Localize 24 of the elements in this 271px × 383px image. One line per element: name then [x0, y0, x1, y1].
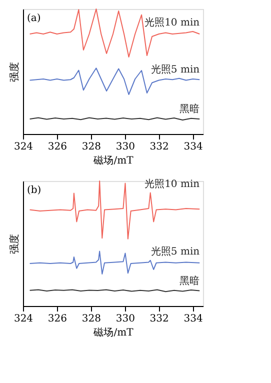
x-axis-title: 磁场/mT	[92, 154, 134, 166]
series-label: 黑暗	[180, 274, 200, 287]
series-label: 光照5 min	[150, 63, 200, 76]
series-label: 光照10 min	[144, 178, 200, 190]
series-label: 黑暗	[180, 102, 200, 115]
x-tick-label: 334	[184, 314, 203, 324]
x-tick-label: 330	[116, 314, 135, 324]
y-axis-title: 强度	[8, 234, 20, 254]
x-tick-label: 326	[48, 314, 68, 324]
series-label: 光照10 min	[144, 16, 200, 28]
x-tick-label: 326	[48, 142, 68, 152]
x-tick-label: 324	[14, 314, 34, 324]
x-tick-label: 330	[116, 142, 135, 152]
y-axis-title: 强度	[8, 62, 20, 82]
x-tick-label: 324	[14, 142, 34, 152]
x-tick-label: 332	[150, 142, 169, 152]
x-tick-label: 332	[150, 314, 169, 324]
x-tick-label: 328	[82, 314, 101, 324]
x-tick-label: 328	[82, 142, 101, 152]
annotation: (a)	[27, 13, 41, 24]
x-tick-label: 334	[184, 142, 203, 152]
x-axis-title: 磁场/mT	[92, 326, 134, 338]
annotation: (b)	[27, 185, 42, 196]
series-label: 光照5 min	[150, 245, 200, 258]
